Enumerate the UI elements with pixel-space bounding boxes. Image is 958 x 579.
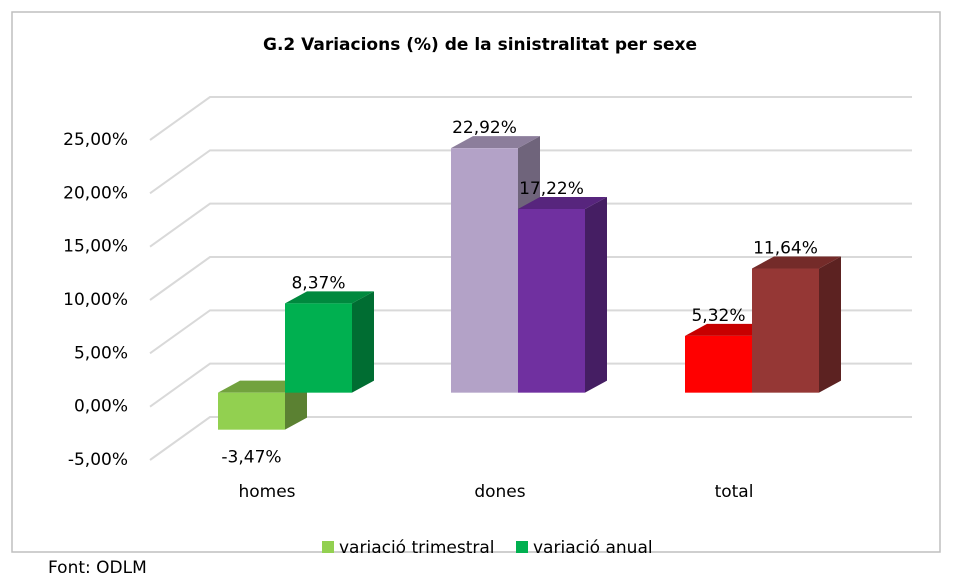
bar-side (352, 291, 374, 393)
grid-line (149, 96, 912, 141)
value-label: -3,47% (221, 448, 281, 468)
legend-label: variació trimestral (339, 538, 495, 558)
value-label: 5,32% (691, 306, 745, 326)
bar-top (218, 380, 307, 393)
y-tick-label: 10,00% (63, 290, 128, 310)
value-label: 17,22% (519, 179, 584, 199)
grid-line (149, 362, 912, 408)
legend-label: variació anual (533, 538, 653, 558)
x-tick-label: total (715, 482, 754, 502)
bar-top (685, 323, 774, 336)
grid-line (149, 256, 912, 301)
y-tick-label: 15,00% (63, 237, 128, 257)
bar (451, 148, 518, 393)
bar-top (752, 256, 841, 269)
bar-side (285, 380, 307, 430)
source: Font: ODLM (48, 558, 147, 578)
value-label: 8,37% (291, 273, 345, 293)
grid-line (149, 309, 912, 355)
grid-line (149, 416, 912, 461)
chart-title: G.2 Variacions (%) de la sinistralitat p… (263, 35, 697, 55)
y-tick-label: -5,00% (68, 450, 128, 470)
y-tick-label: 25,00% (63, 130, 128, 150)
bar (218, 392, 285, 430)
bar (685, 335, 752, 393)
x-tick-label: dones (474, 482, 525, 502)
x-tick-label: homes (238, 482, 295, 502)
value-label: 11,64% (753, 239, 818, 259)
legend-swatch (516, 541, 528, 553)
bar-side (585, 196, 607, 393)
bar-side (819, 256, 841, 393)
y-tick-label: 5,00% (74, 343, 128, 363)
bar (518, 208, 585, 393)
value-label: 22,92% (452, 118, 517, 138)
bar-top (285, 291, 374, 304)
y-tick-label: 0,00% (74, 397, 128, 417)
grid-line (149, 202, 912, 248)
bar-top (451, 136, 540, 149)
y-tick-label: 20,00% (63, 183, 128, 203)
bar-top (518, 196, 607, 209)
bar (285, 303, 352, 393)
legend-swatch (322, 541, 334, 553)
grid-line (149, 149, 912, 195)
bar (752, 268, 819, 393)
